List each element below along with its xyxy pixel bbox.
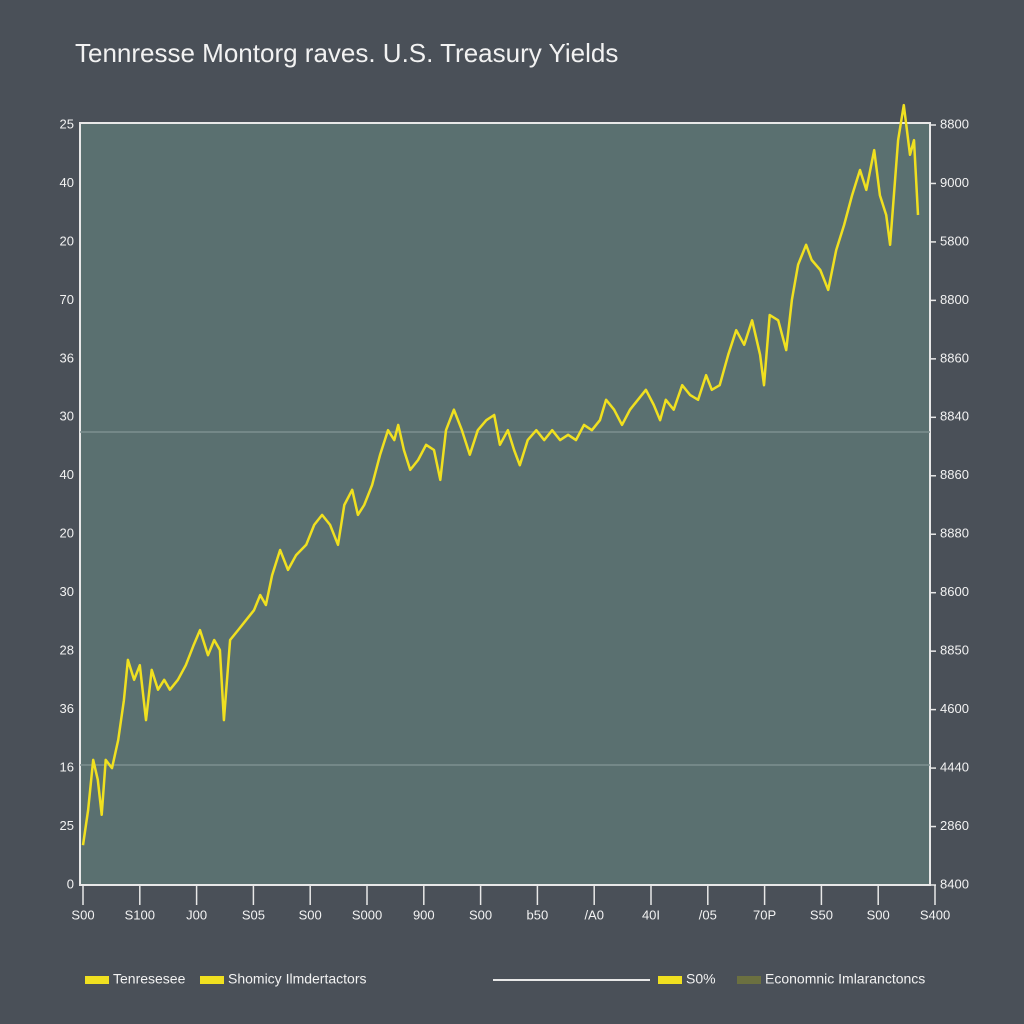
y2-tick-label: 8400 <box>940 876 969 891</box>
x-tick-label: /A0 <box>584 907 604 922</box>
x-tick-label: S00 <box>71 907 94 922</box>
y2-tick-label: 4440 <box>940 760 969 775</box>
legend-label: Economnic Imlaranctoncs <box>765 971 925 987</box>
y-tick-label: 25 <box>60 116 74 131</box>
legend-swatch <box>85 976 109 984</box>
y-tick-label: 20 <box>60 233 74 248</box>
y2-tick-label: 5800 <box>940 233 969 248</box>
y-tick-label: 0 <box>67 876 74 891</box>
y-tick-label: 30 <box>60 584 74 599</box>
x-tick-label: b50 <box>527 907 549 922</box>
y2-tick-label: 8800 <box>940 116 969 131</box>
y-tick-label: 28 <box>60 643 74 658</box>
y2-tick-label: 8860 <box>940 350 969 365</box>
y2-tick-label: 8600 <box>940 584 969 599</box>
x-tick-label: S00 <box>867 907 890 922</box>
y-tick-label: 70 <box>60 292 74 307</box>
y2-tick-label: 4600 <box>940 701 969 716</box>
x-tick-label: S100 <box>125 907 155 922</box>
y2-tick-label: 8880 <box>940 526 969 541</box>
legend-label: S0% <box>686 971 716 987</box>
x-tick-label: 40I <box>642 907 660 922</box>
y-tick-label: 20 <box>60 526 74 541</box>
y2-tick-label: 9000 <box>940 175 969 190</box>
x-tick-label: S00 <box>469 907 492 922</box>
plot-area <box>79 122 931 886</box>
x-tick-label: 900 <box>413 907 435 922</box>
legend-swatch <box>658 976 682 984</box>
y-tick-label: 25 <box>60 818 74 833</box>
legend-label: Tenresesee <box>113 971 186 987</box>
y-tick-label: 40 <box>60 467 74 482</box>
y-tick-label: 30 <box>60 409 74 424</box>
y-tick-label: 40 <box>60 175 74 190</box>
x-tick-label: /05 <box>699 907 717 922</box>
y2-tick-label: 8800 <box>940 292 969 307</box>
y-tick-label: 36 <box>60 350 74 365</box>
y2-tick-label: 8860 <box>940 467 969 482</box>
y-tick-label: 36 <box>60 701 74 716</box>
y2-tick-label: 2860 <box>940 818 969 833</box>
data-line <box>81 103 920 846</box>
y2-tick-label: 8840 <box>940 409 969 424</box>
x-tick-label: S000 <box>352 907 382 922</box>
x-tick-label: J00 <box>186 907 207 922</box>
x-tick-label: S400 <box>920 907 950 922</box>
y2-tick-label: 8850 <box>940 643 969 658</box>
x-tick-label: 70P <box>753 907 776 922</box>
legend-swatch <box>737 976 761 984</box>
x-tick-label: S05 <box>242 907 265 922</box>
x-tick-label: S00 <box>299 907 322 922</box>
y-tick-label: 16 <box>60 760 74 775</box>
chart-title: Tennresse Montorg raves. U.S. Treasury Y… <box>75 38 618 68</box>
legend-label: Shomicy Ilmdertactors <box>228 971 366 987</box>
legend-swatch <box>200 976 224 984</box>
x-tick-label: S50 <box>810 907 833 922</box>
